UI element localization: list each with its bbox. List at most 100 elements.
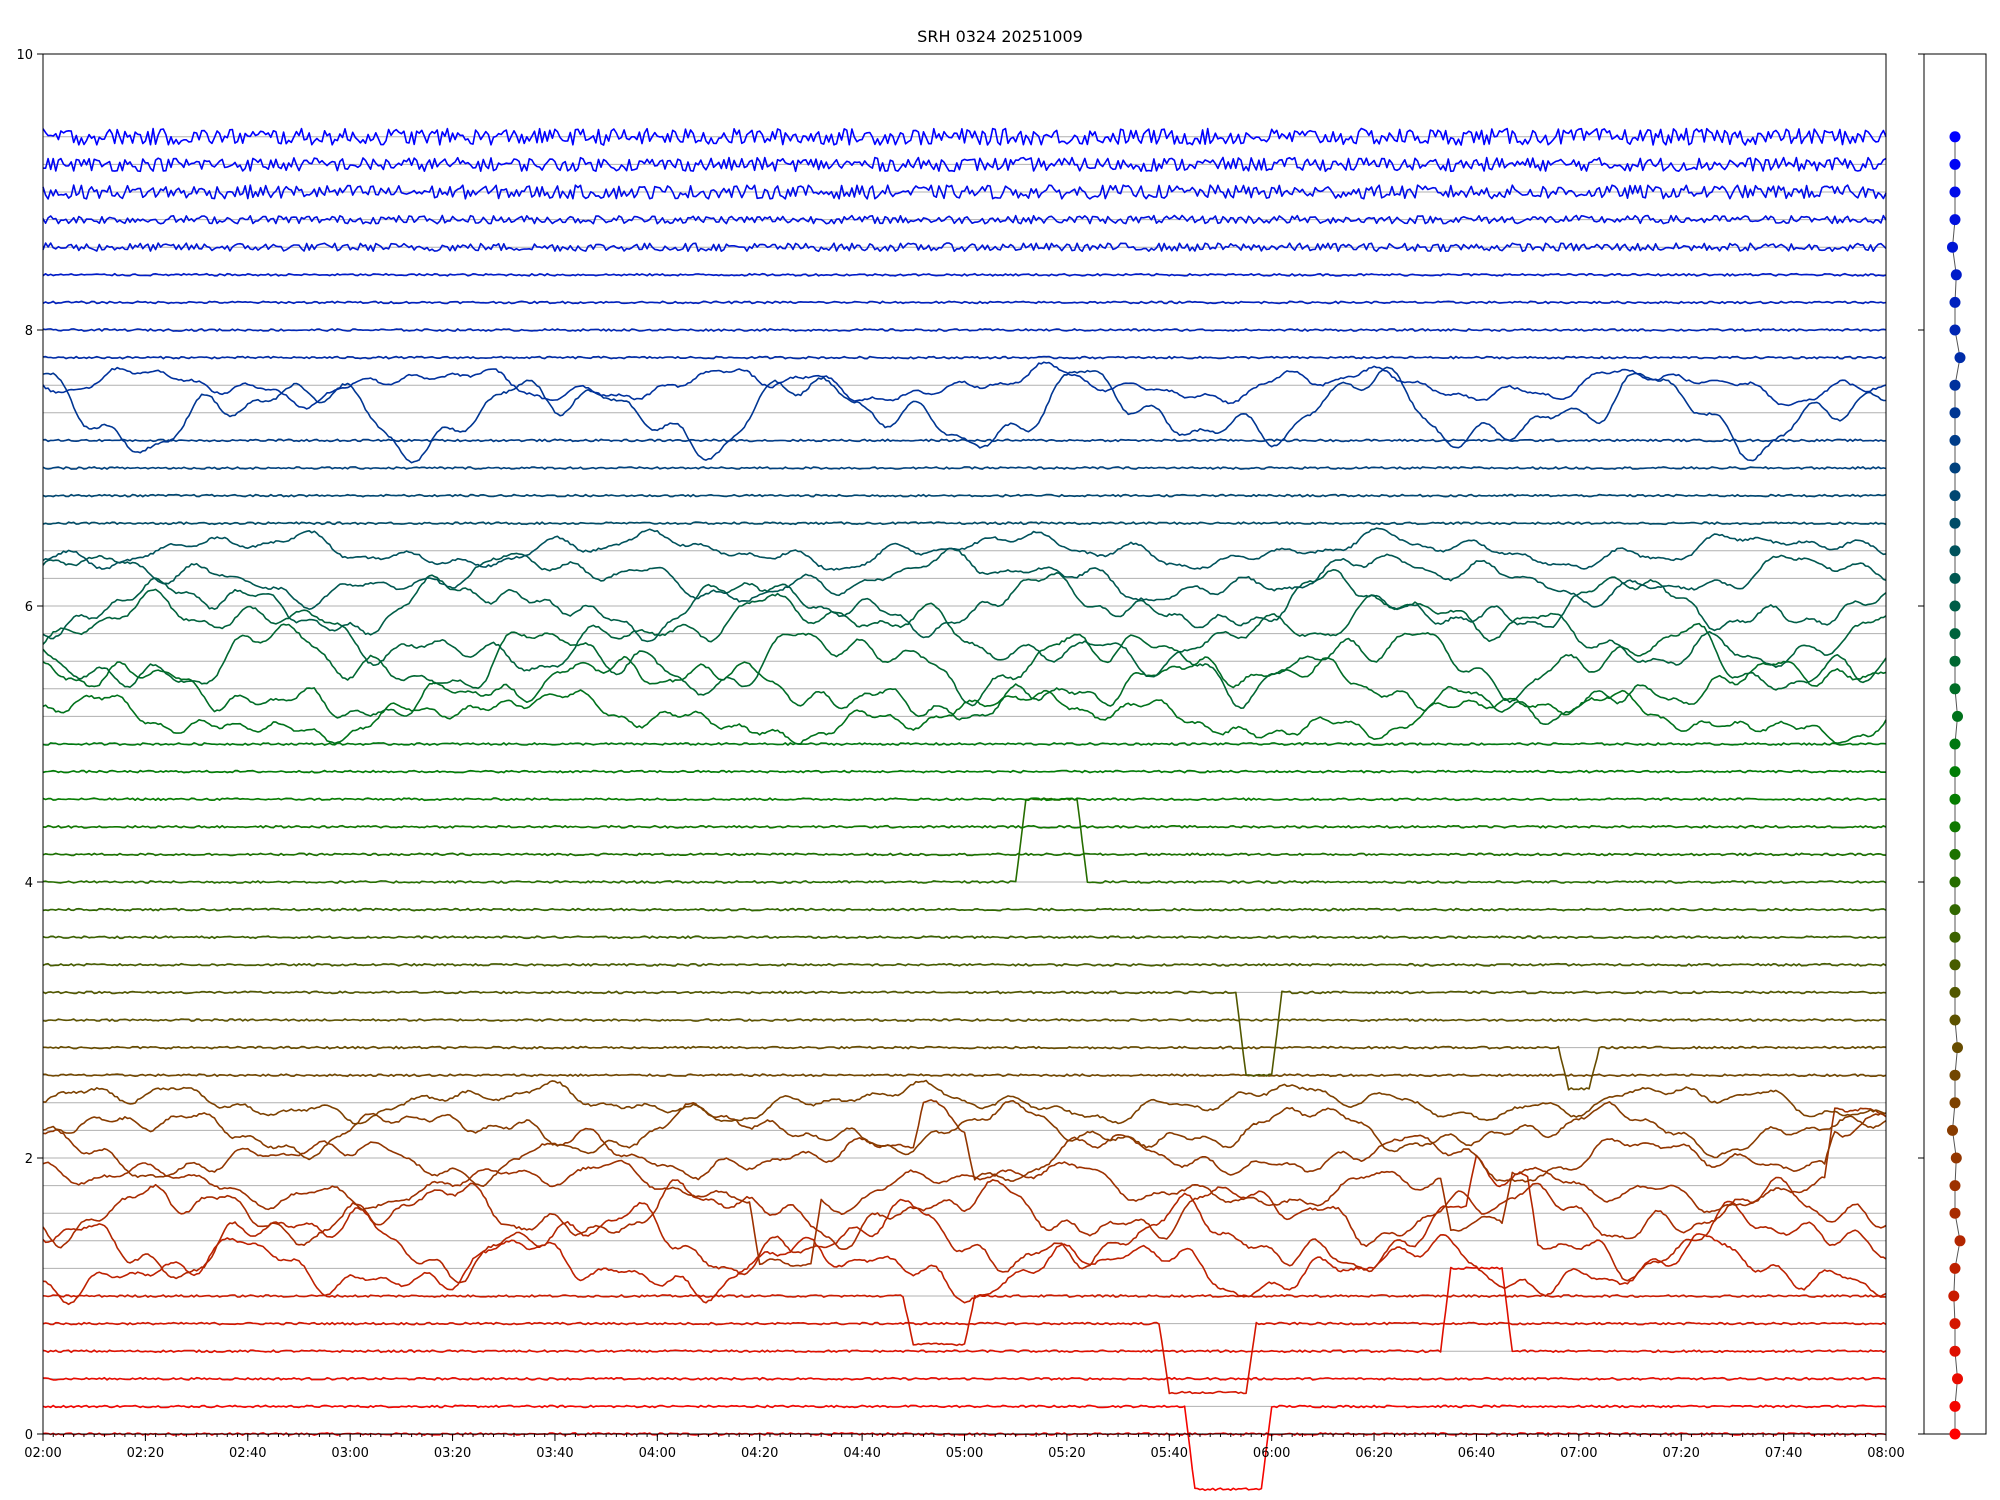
channel-trace — [42, 962, 1887, 967]
channel-trace — [42, 588, 1887, 678]
x-tick-label: 02:40 — [229, 1446, 266, 1461]
side-point — [1949, 545, 1961, 557]
y-tick-label: 8 — [25, 324, 33, 339]
channel-trace — [43, 156, 1887, 173]
channel-trace — [42, 1266, 1887, 1354]
side-point — [1952, 710, 1963, 722]
channel-trace — [42, 521, 1887, 526]
channel-trace — [42, 852, 1887, 857]
side-point — [1949, 1207, 1961, 1219]
channel-trace — [42, 1107, 1887, 1267]
side-point — [1949, 462, 1961, 474]
side-point — [1949, 296, 1961, 308]
channel-trace — [42, 366, 1887, 464]
side-point — [1947, 241, 1958, 253]
channel-trace — [42, 493, 1887, 498]
x-tick-label: 05:20 — [1048, 1446, 1085, 1461]
side-point — [1949, 186, 1961, 198]
side-point — [1952, 1042, 1963, 1054]
chart-title: SRH 0324 20251009 — [917, 27, 1083, 46]
channel-trace — [42, 272, 1887, 277]
channel-trace — [42, 547, 1887, 610]
channel-trace — [42, 824, 1887, 829]
channel-trace — [42, 214, 1887, 225]
side-point — [1949, 517, 1961, 529]
plot-frame — [42, 53, 1887, 1435]
side-point — [1949, 766, 1961, 778]
channel-trace — [42, 355, 1887, 360]
x-tick-label: 08:00 — [1867, 1446, 1904, 1461]
y-tick-label: 4 — [25, 876, 33, 891]
side-point — [1949, 876, 1961, 888]
side-point — [1950, 269, 1962, 281]
channel-trace — [42, 990, 1887, 1077]
side-point — [1949, 490, 1961, 502]
channel-trace — [42, 1154, 1887, 1284]
channel-trace — [43, 1376, 1887, 1381]
channel-trace — [42, 1176, 1887, 1250]
side-point — [1949, 848, 1961, 860]
channel-trace — [42, 328, 1887, 332]
x-tick-label: 04:00 — [639, 1446, 676, 1461]
channel-trace — [43, 1045, 1887, 1091]
channel-trace — [42, 742, 1887, 746]
side-point — [1949, 628, 1961, 640]
side-point — [1949, 821, 1961, 833]
x-tick-label: 06:40 — [1458, 1446, 1495, 1461]
side-points — [1947, 131, 1966, 1440]
side-point — [1949, 904, 1961, 916]
channel-trace — [42, 1099, 1887, 1187]
x-tick-label: 06:20 — [1355, 1446, 1392, 1461]
channel-trace — [42, 1079, 1887, 1125]
side-panel — [1923, 53, 1987, 1440]
side-point — [1952, 1373, 1963, 1385]
side-point — [1949, 1069, 1961, 1081]
channel-trace — [42, 127, 1887, 146]
side-point — [1949, 1097, 1961, 1109]
side-point — [1949, 655, 1961, 667]
channel-trace — [42, 907, 1887, 912]
channel-trace — [42, 1100, 1887, 1161]
x-tick-label: 03:20 — [434, 1446, 471, 1461]
channel-trace — [42, 527, 1887, 571]
x-tick-label: 04:40 — [843, 1446, 880, 1461]
trace-layer — [42, 127, 1887, 1492]
side-point — [1949, 158, 1961, 170]
side-point — [1949, 214, 1961, 226]
channel-trace — [42, 242, 1887, 253]
y-tick-label: 6 — [25, 600, 33, 615]
side-point — [1949, 683, 1961, 695]
y-axis: 0 2 4 6 8 10 — [16, 48, 1924, 1443]
channel-trace — [42, 184, 1887, 200]
x-tick-label: 05:00 — [946, 1446, 983, 1461]
side-point — [1954, 352, 1966, 364]
side-point — [1949, 324, 1961, 336]
y-tick-label: 10 — [16, 48, 33, 63]
x-axis: 02:00 02:20 02:40 03:00 03:20 03:40 04:00 04:20… — [24, 1434, 1905, 1461]
channel-trace — [42, 1404, 1887, 1492]
side-point — [1949, 1400, 1961, 1412]
channel-trace — [42, 466, 1887, 470]
channel-trace — [42, 361, 1887, 410]
side-point — [1949, 931, 1961, 943]
side-point — [1949, 434, 1961, 446]
side-point — [1949, 1014, 1961, 1026]
channel-trace — [42, 797, 1887, 802]
side-point — [1949, 793, 1961, 805]
side-point — [1949, 1345, 1961, 1357]
channel-trace — [42, 622, 1887, 709]
channel-trace — [42, 769, 1886, 774]
side-point — [1949, 572, 1961, 584]
x-tick-label: 04:20 — [741, 1446, 778, 1461]
x-tick-label: 07:00 — [1560, 1446, 1597, 1461]
x-tick-label: 02:00 — [24, 1446, 61, 1461]
side-point — [1949, 1180, 1961, 1192]
side-point — [1949, 379, 1961, 391]
side-point — [1948, 1290, 1960, 1302]
side-point — [1949, 407, 1961, 419]
channel-trace — [42, 569, 1887, 643]
x-tick-label: 02:20 — [127, 1446, 164, 1461]
x-tick-label: 03:00 — [331, 1446, 368, 1461]
channel-trace — [43, 1073, 1887, 1078]
channel-trace — [42, 1294, 1887, 1347]
